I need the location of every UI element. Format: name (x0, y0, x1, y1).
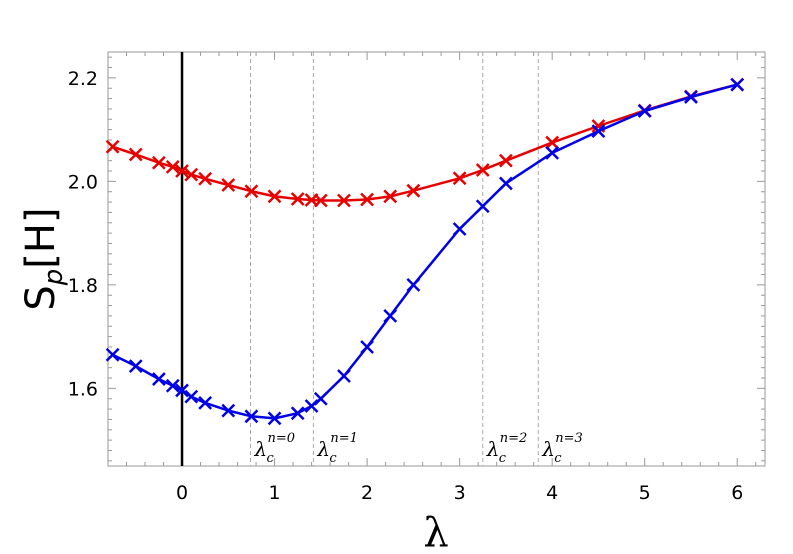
x-tick-label: 4 (546, 482, 558, 504)
data-point-marker (152, 372, 166, 386)
data-point-marker (337, 369, 351, 383)
critical-label-sub: c (499, 451, 507, 466)
data-point-marker (499, 153, 513, 168)
data-point-marker (406, 183, 421, 198)
data-point-marker (304, 399, 319, 413)
x-tick-label: 6 (731, 482, 743, 504)
data-point-marker (105, 139, 120, 154)
x-tick-labels: 0 1 2 3 4 5 6 (176, 482, 743, 504)
data-point-marker (637, 104, 652, 118)
svg-text:Sp[H]: Sp[H] (18, 207, 69, 310)
critical-label-sup: n=1 (330, 431, 358, 446)
critical-label-sup: n=2 (500, 431, 528, 446)
data-point-marker (221, 178, 236, 192)
data-point-marker (452, 222, 467, 236)
minor-ticks (107, 52, 765, 466)
data-point-marker (313, 391, 328, 406)
critical-label: λ c n=2 (486, 431, 528, 466)
x-tick-label: 5 (639, 482, 651, 504)
critical-label-sup: n=0 (268, 431, 296, 446)
critical-label-symbol: λ (316, 437, 330, 461)
data-point-marker (221, 403, 236, 418)
data-point-marker (383, 309, 398, 323)
data-point-marker (175, 164, 189, 178)
y-axis-title-suffix: [H] (18, 207, 64, 268)
data-point-marker (545, 135, 560, 150)
data-point-marker (152, 155, 166, 170)
y-tick-label: 1.6 (68, 378, 98, 400)
x-tick-label: 2 (361, 482, 373, 504)
data-point-marker (184, 389, 199, 404)
critical-annotations: λ cn=0 λ cn=1 λ cn=2 λ cn=3 (254, 431, 583, 466)
data-point-marker (198, 171, 213, 186)
plot-frame (107, 51, 766, 467)
y-axis-title-main: S (18, 285, 64, 310)
critical-label: λ c n=0 (254, 431, 296, 466)
data-point-marker (684, 90, 698, 104)
critical-label-symbol: λ (541, 437, 555, 461)
series-line-0 (112, 83, 738, 202)
critical-label-sub: c (554, 451, 562, 466)
data-point-marker (244, 409, 259, 424)
data-point-marker (591, 124, 606, 139)
critical-label-symbol: λ (486, 437, 500, 461)
x-axis-title: λ (423, 510, 448, 554)
y-tick-labels: 1.6 1.8 2.0 2.2 (68, 68, 98, 401)
data-point-marker (165, 378, 180, 393)
data-point-marker (267, 411, 282, 426)
y-axis-title: Sp[H] (18, 207, 69, 310)
data-point-marker (244, 184, 259, 199)
y-tick-label: 1.8 (68, 275, 98, 297)
critical-label: λ c n=1 (316, 431, 358, 466)
series-line-1 (112, 83, 738, 420)
data-point-marker (337, 193, 351, 208)
x-tick-label: 1 (269, 482, 281, 504)
data-point-marker (290, 406, 305, 421)
y-tick-label: 2.2 (68, 68, 98, 90)
data-point-marker (198, 395, 213, 410)
data-point-marker (267, 189, 282, 204)
data-point-marker (499, 176, 513, 191)
data-point-marker (105, 347, 120, 362)
data-point-marker (184, 167, 199, 182)
data-point-marker (406, 277, 421, 292)
critical-label-symbol: λ (254, 437, 268, 461)
data-point-marker (360, 192, 374, 207)
data-point-marker (452, 171, 467, 186)
x-tick-label: 0 (176, 482, 188, 504)
data-point-marker (128, 359, 143, 374)
data-point-marker (165, 160, 180, 174)
data-point-marker (290, 192, 305, 206)
data-point-marker (475, 163, 490, 177)
y-tick-label: 2.0 (68, 171, 98, 193)
critical-label-sub: c (267, 451, 275, 466)
x-tick-label: 3 (454, 482, 466, 504)
critical-label: λ c n=3 (541, 431, 583, 466)
critical-label-sup: n=3 (555, 431, 583, 446)
data-point-marker (128, 147, 143, 162)
data-point-marker (730, 77, 745, 92)
data-point-marker (360, 340, 374, 354)
y-axis-title-sub: p (39, 269, 69, 287)
data-point-marker (383, 189, 398, 204)
data-point-marker (545, 146, 560, 160)
series-layer (105, 77, 745, 426)
critical-lines (250, 52, 539, 466)
data-point-marker (175, 383, 189, 398)
data-point-marker (475, 199, 490, 214)
data-point-marker (313, 193, 328, 208)
critical-label-sub: c (329, 451, 337, 466)
